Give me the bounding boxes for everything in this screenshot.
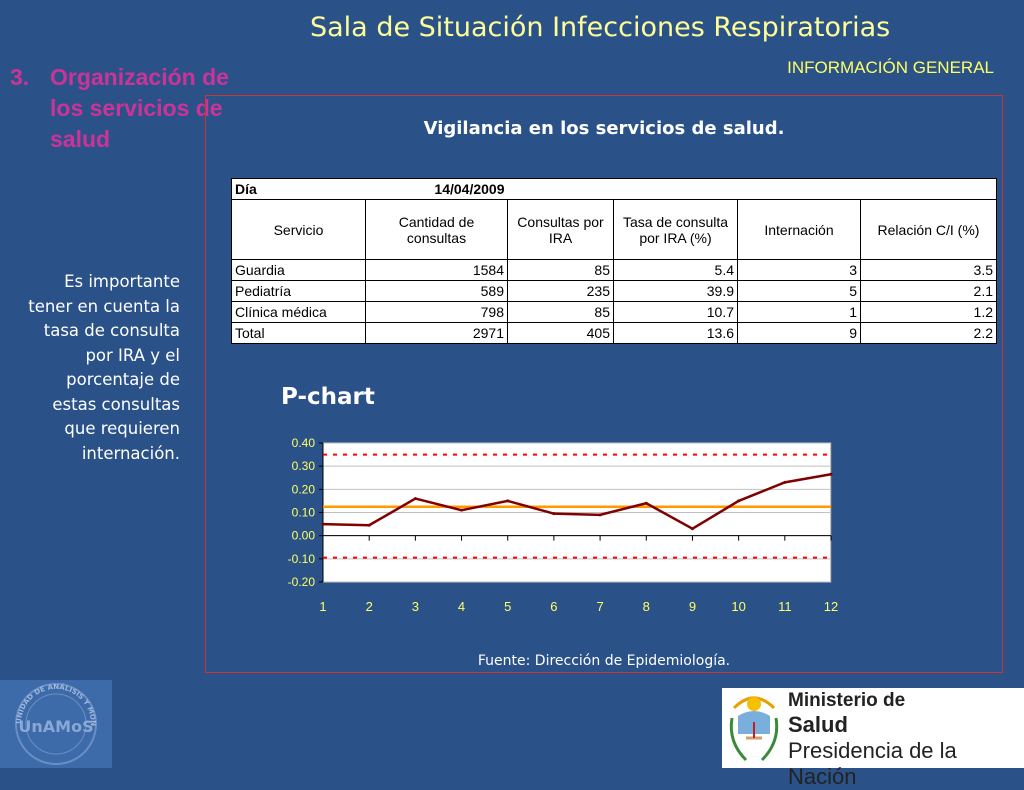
section-number: 3. (10, 64, 30, 90)
data-point (598, 513, 602, 517)
services-table: Día 14/04/2009 Servicio Cantidad de cons… (231, 178, 997, 344)
data-point (644, 501, 648, 505)
cell-consultas-ira: 85 (507, 301, 614, 323)
y-tick-label: 0.40 (292, 436, 316, 450)
y-tick-label: -0.10 (288, 552, 316, 566)
source-note: Fuente: Dirección de Epidemiología. (477, 653, 731, 669)
table-row: Clínica médica 798 85 10.7 1 1.2 (231, 301, 997, 323)
cell-cantidad: 798 (365, 301, 508, 323)
cell-cantidad: 2971 (365, 322, 508, 344)
col-header: Internación (737, 199, 861, 260)
table-day-row: Día 14/04/2009 (231, 178, 997, 200)
y-tick-label: 0.30 (292, 459, 316, 473)
section-title: Organización de los servicios de salud (50, 64, 229, 152)
cell-relacion: 2.1 (860, 280, 997, 302)
day-row-spacer (507, 178, 997, 200)
coat-of-arms-icon (729, 696, 779, 762)
y-tick-label: 0.00 (292, 529, 316, 543)
x-tick-label: 5 (504, 599, 511, 614)
x-tick-label: 3 (412, 599, 419, 614)
day-label: Día (231, 178, 366, 200)
table-row: Pediatría 589 235 39.9 5 2.1 (231, 280, 997, 302)
cell-internacion: 9 (737, 322, 861, 344)
cell-tasa: 39.9 (613, 280, 738, 302)
cell-relacion: 1.2 (860, 301, 997, 323)
col-header: Servicio (231, 199, 366, 260)
x-tick-label: 10 (731, 599, 745, 614)
slide-title: Sala de Situación Infecciones Respirator… (310, 12, 891, 43)
data-point (367, 523, 371, 527)
cell-servicio: Clínica médica (231, 301, 366, 323)
cell-internacion: 1 (737, 301, 861, 323)
unamos-seal-icon: UNIDAD DE ANÁLISIS Y MONITOREO DE LA SAL… (0, 674, 97, 765)
cell-internacion: 3 (737, 259, 861, 281)
col-header: Relación C/I (%) (860, 199, 997, 260)
p-chart: 0.400.300.200.100.00-0.10-0.201 2 3 4 5 6 7 8 9 1… (288, 436, 839, 614)
series-line (322, 473, 832, 531)
col-header: Cantidad de consultas (365, 199, 508, 260)
cell-tasa: 5.4 (613, 259, 738, 281)
data-point (690, 527, 694, 531)
x-tick-label: 12 (824, 599, 838, 614)
data-point (829, 472, 833, 476)
panel-title: Vigilancia en los servicios de salud. (423, 118, 785, 139)
data-point (413, 497, 417, 501)
data-point (321, 522, 325, 526)
data-point (552, 512, 556, 516)
y-tick-label: 0.20 (292, 482, 316, 496)
cell-servicio: Total (231, 322, 366, 344)
table-header-row: Servicio Cantidad de consultas Consultas… (231, 199, 997, 260)
x-tick-label: 4 (458, 599, 465, 614)
x-tick-label: 11 (778, 599, 792, 614)
ministerio-line-1: Ministerio de (788, 690, 906, 711)
y-tick-label: -0.20 (288, 575, 316, 589)
cell-consultas-ira: 405 (507, 322, 614, 344)
table-row: Guardia 1584 85 5.4 3 3.5 (231, 259, 997, 281)
cell-consultas-ira: 235 (507, 280, 614, 302)
x-tick-label: 6 (550, 599, 557, 614)
cell-tasa: 13.6 (613, 322, 738, 344)
cell-relacion: 3.5 (860, 259, 997, 281)
cell-tasa: 10.7 (613, 301, 738, 323)
x-tick-label: 7 (596, 599, 603, 614)
cell-relacion: 2.2 (860, 322, 997, 344)
data-point (460, 508, 464, 512)
y-tick-label: 0.10 (292, 506, 316, 520)
x-tick-label: 2 (366, 599, 373, 614)
side-note: Es importante tener en cuenta la tasa de… (28, 272, 180, 463)
ministerio-logo: Ministerio de Salud Presidencia de la Na… (722, 688, 1024, 789)
table-row: Total 2971 405 13.6 9 2.2 (231, 322, 997, 344)
data-point (506, 499, 510, 503)
ministerio-line-3: Presidencia de la Nación (788, 738, 957, 789)
cell-internacion: 5 (737, 280, 861, 302)
x-tick-label: 1 (319, 599, 326, 614)
cell-cantidad: 1584 (365, 259, 508, 281)
svg-text:UnAMoS: UnAMoS (18, 717, 93, 736)
content-panel: Vigilancia en los servicios de salud. Dí… (205, 95, 1003, 673)
cell-cantidad: 589 (365, 280, 508, 302)
slide-subtitle: INFORMACIÓN GENERAL (787, 58, 994, 77)
ministerio-line-2: Salud (788, 712, 848, 737)
data-point (783, 480, 787, 484)
chart-title: P-chart (281, 384, 375, 410)
col-header: Tasa de consulta por IRA (%) (613, 199, 738, 260)
col-header: Consultas por IRA (507, 199, 614, 260)
unamos-logo: UNIDAD DE ANÁLISIS Y MONITOREO DE LA SAL… (0, 674, 112, 768)
x-tick-label: 8 (643, 599, 650, 614)
cell-consultas-ira: 85 (507, 259, 614, 281)
data-point (737, 499, 741, 503)
cell-servicio: Pediatría (231, 280, 366, 302)
cell-servicio: Guardia (231, 259, 366, 281)
x-tick-label: 9 (689, 599, 696, 614)
day-value: 14/04/2009 (365, 178, 508, 200)
